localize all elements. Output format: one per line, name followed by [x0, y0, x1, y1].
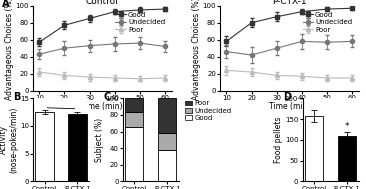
- Bar: [125, 98, 143, 112]
- Y-axis label: Advantageous Choices (%): Advantageous Choices (%): [5, 0, 14, 99]
- Legend: Poor, Undecided, Good: Poor, Undecided, Good: [182, 98, 234, 124]
- Bar: [68, 114, 86, 181]
- Text: B: B: [13, 92, 20, 102]
- Legend: Good, Undecided, Poor: Good, Undecided, Poor: [113, 9, 168, 36]
- Y-axis label: Subject (%): Subject (%): [95, 118, 104, 162]
- Title: Control: Control: [86, 0, 119, 6]
- Y-axis label: Advantageous Choices (%): Advantageous Choices (%): [192, 0, 201, 99]
- Text: *: *: [345, 122, 349, 131]
- Title: P-CTX-1: P-CTX-1: [272, 0, 307, 6]
- Legend: Good, Undecided, Poor: Good, Undecided, Poor: [300, 9, 355, 36]
- Bar: [158, 150, 176, 181]
- Y-axis label: Food pellets: Food pellets: [274, 117, 283, 163]
- Text: A: A: [3, 0, 10, 9]
- Bar: [125, 127, 143, 181]
- Y-axis label: Activity
(nose-pokes/min): Activity (nose-pokes/min): [0, 107, 18, 173]
- Bar: [125, 112, 143, 127]
- Text: D: D: [283, 92, 291, 102]
- Text: C: C: [103, 92, 111, 102]
- Bar: [36, 112, 53, 181]
- X-axis label: Time (min): Time (min): [269, 102, 310, 111]
- Bar: [338, 136, 356, 181]
- X-axis label: Time (min): Time (min): [82, 102, 123, 111]
- Bar: [305, 116, 323, 181]
- Bar: [158, 98, 176, 133]
- Bar: [158, 133, 176, 150]
